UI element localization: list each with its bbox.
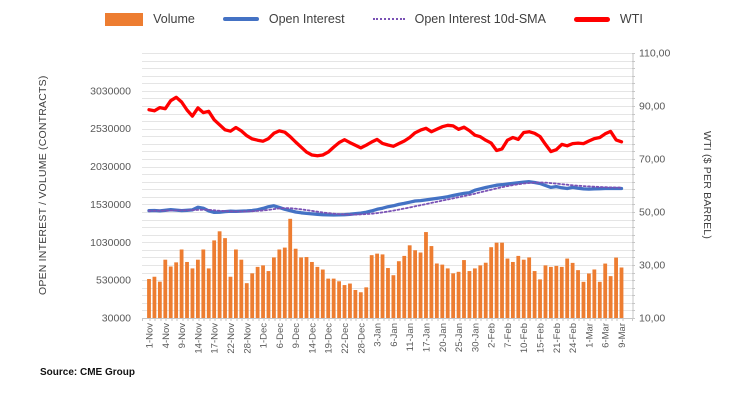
svg-text:9-Dec: 9-Dec [291,323,302,349]
svg-text:22-Nov: 22-Nov [226,323,237,354]
legend-item-open-interest: Open Interest [222,12,345,26]
svg-text:17-Nov: 17-Nov [210,323,221,354]
svg-text:1530000: 1530000 [90,199,131,211]
open-interest-swatch-icon [222,17,259,21]
svg-text:30000: 30000 [102,313,131,325]
axis-lines [142,53,635,321]
svg-text:22-Dec: 22-Dec [340,323,351,354]
svg-text:1030000: 1030000 [90,237,131,249]
right-axis-title: WTI ($ PER BARREL) [701,131,713,240]
svg-text:10,00: 10,00 [639,313,665,325]
svg-text:2530000: 2530000 [90,123,131,135]
chart-legend: Volume Open Interest Open Interest 10d-S… [0,8,748,30]
source-note: Source: CME Group [40,367,136,378]
svg-text:30-Jan: 30-Jan [470,323,481,352]
open-interest-sma-swatch-icon [372,18,405,20]
series-volume-bars [147,218,624,318]
svg-text:1-Nov: 1-Nov [145,323,156,349]
svg-text:14-Dec: 14-Dec [307,323,318,354]
svg-text:110,00: 110,00 [639,48,670,60]
legend-label-volume: Volume [153,12,195,26]
left-axis-title: OPEN INTEREST / VOLUME (CONTRACTS) [37,75,49,296]
svg-text:3030000: 3030000 [90,85,131,97]
svg-text:28-Nov: 28-Nov [242,323,253,354]
svg-text:15-Feb: 15-Feb [536,323,547,353]
svg-text:7-Feb: 7-Feb [503,323,514,348]
svg-text:2030000: 2030000 [90,161,131,173]
svg-text:6-Jan: 6-Jan [389,323,400,347]
legend-label-open-interest: Open Interest [268,12,345,26]
svg-text:11-Jan: 11-Jan [405,323,416,351]
legend-label-wti: WTI [619,12,643,26]
svg-text:1-Dec: 1-Dec [259,323,270,349]
right-axis-tick-labels: 110,00 90,00 70,00 50,00 30,00 10,00 [639,48,670,325]
svg-text:90,00: 90,00 [639,101,665,113]
svg-text:2-Feb: 2-Feb [487,323,498,348]
legend-item-open-interest-sma: Open Interest 10d-SMA [372,12,546,26]
legend-item-volume: Volume [105,12,195,26]
svg-text:6-Dec: 6-Dec [275,323,286,349]
left-axis-tick-labels: 3030000 2530000 2030000 1530000 1030000 53000… [90,85,131,324]
svg-text:4-Nov: 4-Nov [161,323,172,349]
svg-text:3-Jan: 3-Jan [373,323,384,347]
volume-swatch-icon [105,12,144,26]
svg-text:9-Mar: 9-Mar [617,323,628,348]
svg-text:21-Feb: 21-Feb [552,323,563,353]
svg-text:30,00: 30,00 [639,260,665,272]
svg-text:50,00: 50,00 [639,207,665,219]
wti-swatch-icon [573,16,610,22]
svg-text:28-Dec: 28-Dec [356,323,367,354]
svg-text:1-Mar: 1-Mar [584,323,595,348]
svg-text:19-Dec: 19-Dec [324,323,335,354]
svg-text:17-Jan: 17-Jan [422,323,433,352]
svg-text:25-Jan: 25-Jan [454,323,465,352]
svg-text:530000: 530000 [96,275,131,287]
svg-text:14-Nov: 14-Nov [193,323,204,354]
series-line-wti [147,95,624,158]
svg-text:24-Feb: 24-Feb [568,323,579,353]
svg-text:70,00: 70,00 [639,154,665,166]
svg-text:9-Nov: 9-Nov [177,323,188,349]
svg-text:10-Feb: 10-Feb [519,323,530,353]
x-axis-tick-labels: 1-Nov 4-Nov 9-Nov 14-Nov 17-Nov 22-Nov 28-Nov 1… [145,323,629,354]
legend-item-wti: WTI [573,12,643,26]
legend-label-open-interest-sma: Open Interest 10d-SMA [414,12,546,26]
series-line-open-interest-10d-sma [148,181,623,216]
svg-text:6-Mar: 6-Mar [601,323,612,348]
svg-text:20-Jan: 20-Jan [438,323,449,352]
